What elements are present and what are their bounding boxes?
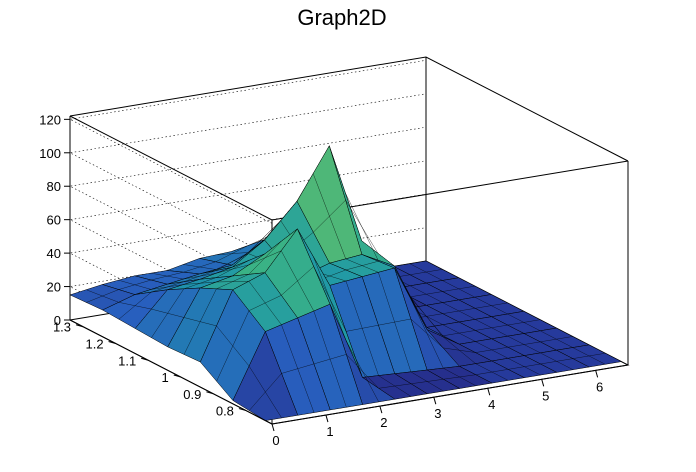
y-tick-label: 0.9 (183, 387, 201, 402)
x-tick-mark (433, 397, 437, 405)
mesh-line (443, 374, 476, 380)
mesh-line (151, 288, 184, 338)
mesh-line (150, 271, 184, 281)
x-tick-label: 4 (488, 397, 495, 412)
y-tick-label: 1.1 (118, 353, 136, 368)
y-tick-mark (173, 374, 181, 378)
y-tick-mark (108, 341, 116, 344)
chart-title: Graph2D (297, 5, 386, 30)
y-tick-label: 0.8 (216, 404, 234, 419)
mesh-line (410, 318, 444, 349)
mesh-line (313, 266, 347, 332)
mesh-line (442, 285, 475, 292)
mesh-line (378, 383, 412, 389)
surface-mesh (69, 145, 623, 421)
y-tick-label: 1 (162, 370, 169, 385)
x-tick-label: 1 (326, 424, 333, 439)
x-tick-mark (325, 414, 329, 423)
surface-cell (232, 330, 299, 421)
x-tick-mark (487, 388, 491, 396)
z-tick-label: 120 (39, 112, 61, 127)
mesh-line (378, 318, 411, 326)
x-tick-label: 0 (272, 433, 279, 448)
mesh-line (183, 288, 217, 355)
x-tick-label: 2 (380, 415, 387, 430)
mesh-line (313, 200, 346, 233)
mesh-line (409, 269, 443, 275)
z-tick-label: 100 (39, 146, 61, 161)
mesh-line (572, 353, 606, 359)
mesh-line (346, 354, 379, 389)
mesh-line (442, 308, 476, 314)
mesh-line (216, 260, 249, 278)
x-tick-mark (379, 405, 383, 414)
mesh-line (216, 310, 250, 382)
y-axis: 0.8 0.9 1 1.1 1.2 1.3 (53, 320, 247, 419)
x-tick-mark (541, 379, 545, 387)
z-tick-label: 20 (47, 280, 61, 295)
z-tick-label: 40 (47, 246, 61, 261)
mesh-line (507, 319, 541, 326)
y-tick-label: 1.2 (86, 336, 104, 351)
mesh-line (345, 261, 379, 271)
mesh-line (410, 291, 443, 298)
mesh-line (215, 245, 249, 262)
mesh-line (508, 363, 541, 370)
mesh-line (475, 369, 509, 375)
mesh-line (248, 295, 282, 311)
mesh-line (410, 297, 444, 336)
x-axis-line (271, 364, 629, 425)
z-tick-label: 80 (47, 179, 61, 194)
z-gridline (69, 93, 427, 258)
y-tick-label: 1.3 (53, 320, 71, 335)
mesh-line (249, 373, 282, 411)
x-tick-mark (595, 370, 599, 378)
z-axis: 0 20 40 60 80 100 120 (39, 112, 70, 328)
mesh-line (118, 292, 152, 320)
mesh-line (248, 241, 282, 275)
x-tick-label: 3 (434, 406, 441, 421)
mesh-line (86, 289, 119, 303)
x-tick-label: 5 (542, 388, 549, 403)
mesh-line (216, 274, 249, 290)
mesh-line (346, 325, 379, 332)
mesh-line (442, 330, 476, 336)
mesh-line (118, 279, 152, 290)
mesh-line (183, 277, 217, 290)
mesh-line (540, 336, 573, 343)
mesh-line (183, 270, 217, 282)
x-tick-label: 6 (596, 379, 603, 394)
mesh-line (281, 266, 314, 296)
mesh-line (281, 363, 314, 374)
x-axis: 0 1 2 3 4 5 6 (271, 370, 603, 448)
mesh-line (345, 200, 379, 254)
y-tick-mark (206, 391, 214, 395)
frame-edge (69, 56, 629, 162)
mesh-line (410, 379, 444, 384)
y-tick-mark (141, 357, 149, 361)
y-axis-line (69, 319, 273, 425)
mesh-line (475, 302, 508, 309)
mesh-line (151, 281, 184, 293)
y-tick-mark (238, 408, 247, 412)
axis-frame-front (69, 116, 629, 425)
x-tick-mark (271, 423, 275, 432)
mesh-line (475, 324, 508, 331)
mesh-line (215, 252, 249, 271)
mesh-line (507, 341, 541, 348)
mesh-line (443, 347, 476, 353)
z-tick-label: 60 (47, 213, 61, 228)
mesh-line (183, 261, 216, 273)
frame-edge (69, 115, 629, 221)
z-gridline (69, 60, 427, 224)
mesh-line (475, 347, 508, 353)
mesh-line (248, 220, 281, 253)
z-tick-label: 0 (54, 313, 61, 328)
mesh-line (540, 358, 573, 365)
mesh-line (313, 354, 347, 365)
y-tick-mark (75, 324, 84, 328)
